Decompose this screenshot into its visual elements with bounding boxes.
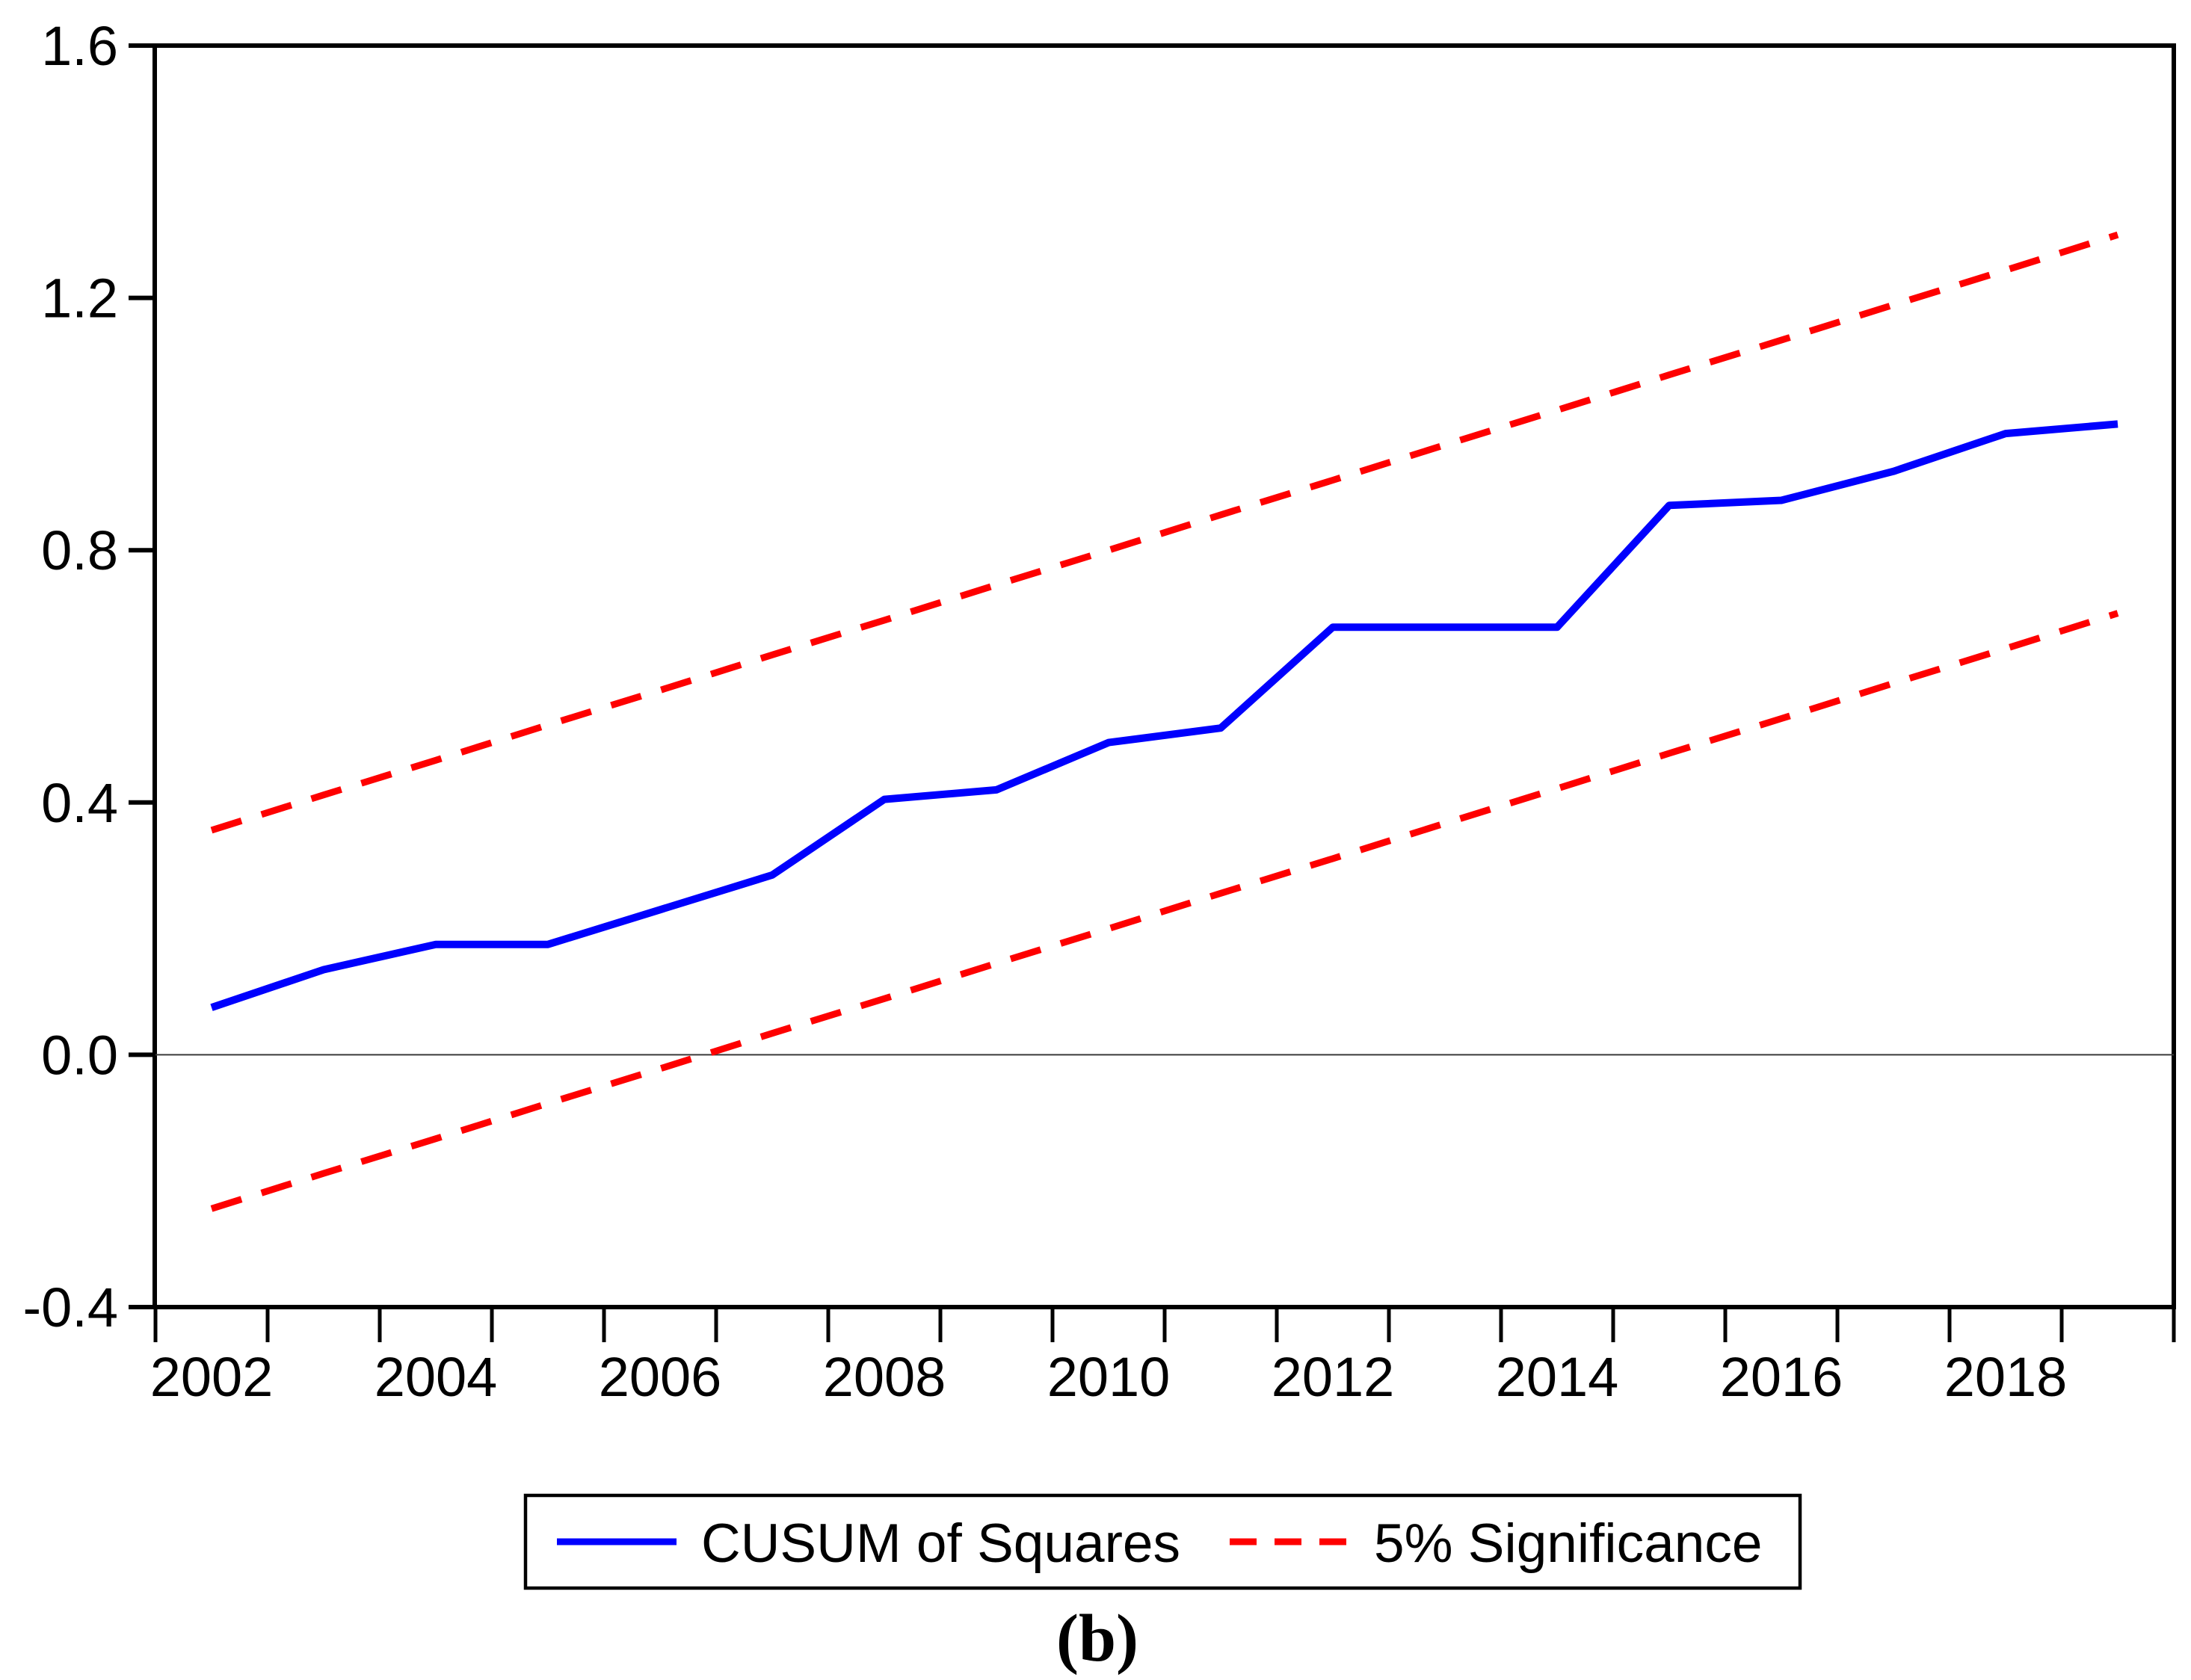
x-tick-label: 2016 [1720, 1346, 1843, 1408]
legend-label-5pct-significance: 5% Significance [1374, 1513, 1762, 1574]
x-axis-ticks [153, 1307, 2176, 1342]
series-cusum-of-squares [210, 420, 2118, 1011]
legend: CUSUM of Squares 5% Significance [523, 1493, 1802, 1590]
x-tick-label: 2004 [375, 1346, 498, 1408]
x-tick-label: 2008 [823, 1346, 946, 1408]
y-tick-label: 0.4 [41, 772, 118, 834]
figure-caption: (b) [1056, 1602, 1138, 1676]
x-tick-label: 2002 [150, 1346, 274, 1408]
y-tick-label: 1.6 [41, 15, 118, 77]
y-tick-label: -0.4 [22, 1276, 118, 1338]
y-axis-ticks [129, 43, 155, 1309]
series-significance-band [210, 231, 2119, 834]
plot-frame [152, 43, 2176, 1309]
x-tick-label: 2006 [599, 1346, 722, 1408]
x-axis-tick-labels: 2002 2004 2006 2008 2010 2012 2014 2016 2018 [150, 1346, 2068, 1408]
x-tick-label: 2014 [1496, 1346, 1619, 1408]
y-axis-tick-labels: 1.6 1.2 0.8 0.4 0.0 -0.4 [22, 15, 118, 1338]
chart-series-lines [210, 231, 2119, 1212]
y-tick-label: 0.8 [41, 519, 118, 581]
x-tick-label: 2010 [1047, 1346, 1171, 1408]
y-tick-label: 0.0 [41, 1024, 118, 1086]
series-significance-band [210, 610, 2119, 1212]
legend-label-cusum-of-squares: CUSUM of Squares [701, 1513, 1180, 1574]
legend-box [523, 1493, 1802, 1590]
x-tick-label: 2018 [1944, 1346, 2068, 1408]
y-tick-label: 1.2 [41, 268, 118, 330]
x-tick-label: 2012 [1272, 1346, 1395, 1408]
